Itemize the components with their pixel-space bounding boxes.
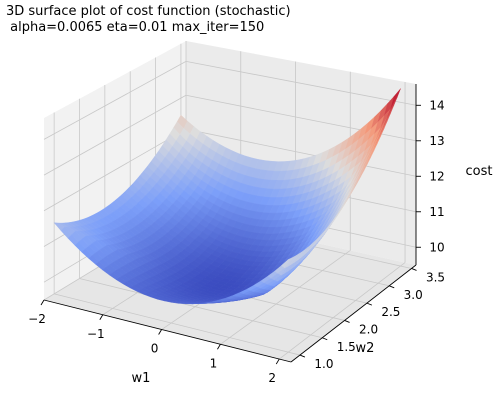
z-tick-label: 10	[429, 240, 444, 254]
y-tick-label: 1.5	[337, 340, 356, 354]
y-tick-label: 3.0	[404, 288, 423, 302]
z-tick-label: 13	[429, 134, 444, 148]
chart-subtitle: alpha=0.0065 eta=0.01 max_iter=150	[6, 20, 264, 35]
y-tick	[345, 320, 350, 322]
y-tick-label: 2.5	[381, 305, 400, 319]
y-tick	[389, 286, 394, 288]
y-tick	[322, 338, 327, 340]
chart-title-block: 3D surface plot of cost function (stocha…	[6, 4, 291, 36]
z-tick-label: 12	[429, 169, 444, 183]
y-tick	[367, 303, 372, 305]
y-tick	[412, 268, 417, 270]
x-tick	[100, 315, 103, 320]
x-tick	[276, 359, 279, 364]
z-axis-label: cost	[466, 164, 493, 179]
y-axis-label: w2	[356, 341, 375, 356]
z-tick-label: 11	[429, 205, 444, 219]
y-tick-label: 3.5	[426, 270, 445, 284]
x-tick-label: 1	[210, 356, 218, 370]
y-tick-label: 2.0	[359, 322, 378, 336]
x-tick	[159, 330, 162, 335]
y-tick-label: 1.0	[314, 357, 333, 371]
x-tick	[41, 300, 44, 305]
x-tick-label: 0	[151, 342, 159, 356]
y-tick	[300, 355, 305, 357]
x-tick	[217, 344, 220, 349]
x-tick-label: −2	[28, 312, 46, 326]
x-axis-label: w1	[132, 371, 151, 386]
x-tick-label: 2	[268, 371, 276, 385]
x-tick-label: −1	[87, 327, 105, 341]
chart-title: 3D surface plot of cost function (stocha…	[6, 4, 291, 19]
z-tick-label: 14	[429, 98, 444, 112]
